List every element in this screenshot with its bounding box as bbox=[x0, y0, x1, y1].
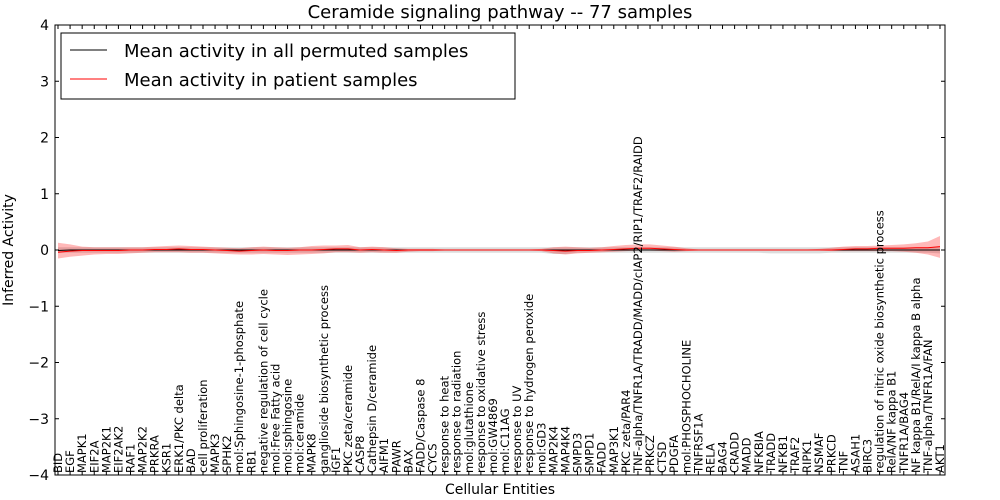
x-tick-label: PKC zeta/ceramide bbox=[341, 365, 355, 473]
x-tick-label: FADD bbox=[595, 442, 609, 473]
x-tick-label: MAP2K1 bbox=[99, 426, 113, 473]
x-tick-label: mol:Free Fatty acid bbox=[268, 364, 282, 473]
x-axis-label: Cellular Entities bbox=[445, 482, 555, 498]
x-tick-label: cell proliferation bbox=[196, 379, 210, 473]
series-band-1 bbox=[58, 235, 940, 259]
x-tick-label: response to oxidative stress bbox=[474, 312, 488, 473]
x-tick-label: NFKBIA bbox=[752, 431, 766, 473]
x-tick-label: mol:C11AG bbox=[498, 408, 512, 473]
x-tick-label: mol:GD3 bbox=[534, 423, 548, 473]
x-tick-label: TNFRSF1A bbox=[691, 414, 705, 474]
x-tick-label: CTSD bbox=[655, 442, 669, 473]
x-tick-label: NF kappa B1/RelA/I kappa B alpha bbox=[909, 277, 923, 473]
x-tick-label: PKC zeta/PAR4 bbox=[619, 390, 633, 473]
x-tick-label: BID bbox=[51, 453, 65, 473]
x-tick-label: MAPK3 bbox=[208, 433, 222, 473]
x-tick-label: TNFR1A/BAG4 bbox=[897, 392, 911, 474]
x-tick-label: MAP2K4 bbox=[546, 426, 560, 473]
x-tick-label: MAP4K4 bbox=[558, 426, 572, 473]
x-tick-label: AKT1 bbox=[933, 444, 947, 473]
legend-label-permuted: Mean activity in all permuted samples bbox=[124, 41, 468, 62]
x-tick-label: TRADD bbox=[764, 433, 778, 474]
x-tick-label: BAD bbox=[184, 448, 198, 473]
legend-box bbox=[60, 32, 516, 100]
x-tick-label: AIFM1 bbox=[377, 438, 391, 473]
x-tick-label: TNF-alpha/TNFR1A/FAN bbox=[921, 340, 935, 474]
x-tick-label: ganglioside biosynthetic process bbox=[317, 285, 331, 473]
x-tick-label: mol:sphingosine bbox=[281, 379, 295, 473]
x-tick-label: TNF-alpha/TNFR1A/TRADD/MADD/cIAP2/RIP1/T… bbox=[631, 136, 645, 474]
y-tick-label: −2 bbox=[28, 356, 49, 372]
x-tick-label: SPHK2 bbox=[220, 435, 234, 473]
x-tick-label: TRAF2 bbox=[788, 437, 802, 474]
x-tick-label: BAG4 bbox=[716, 441, 730, 473]
x-tick-label: MAPK8 bbox=[305, 433, 319, 473]
x-tick-label: PDGFA bbox=[667, 435, 681, 473]
x-tick-label: MAP2K2 bbox=[136, 426, 150, 473]
x-tick-label: ASAH1 bbox=[848, 434, 862, 473]
x-tick-label: KSR1 bbox=[160, 443, 174, 473]
x-tick-label: response to UV bbox=[510, 385, 524, 473]
x-tick-label: BIRC3 bbox=[861, 439, 875, 473]
x-tick-label: IGF1 bbox=[329, 447, 343, 473]
y-tick-label: 3 bbox=[40, 74, 49, 90]
x-tick-label: RB1 bbox=[244, 450, 258, 473]
y-tick-label: −3 bbox=[28, 412, 49, 428]
x-tick-label: PAWR bbox=[389, 440, 403, 473]
y-tick-label: −1 bbox=[28, 299, 49, 315]
x-tick-label: Cathepsin D/ceramide bbox=[365, 345, 379, 473]
legend: Mean activity in all permuted samples Me… bbox=[60, 32, 516, 100]
y-tick-label: 2 bbox=[40, 131, 49, 147]
x-tick-label: mol:GW4869 bbox=[486, 398, 500, 473]
y-axis-label: Inferred Activity bbox=[1, 194, 17, 306]
y-axis: −4 −3 −2 −1 0 1 2 3 4 bbox=[28, 18, 945, 484]
x-tick-label: EGF bbox=[63, 450, 77, 473]
x-tick-label: mol:Sphingosine-1-phosphate bbox=[232, 301, 246, 473]
x-tick-label: negative regulation of cell cycle bbox=[256, 289, 270, 473]
y-tick-label: 4 bbox=[40, 18, 49, 34]
x-tick-label: mol:PHOSPHOCHOLINE bbox=[679, 340, 693, 473]
chart-title: Ceramide signaling pathway -- 77 samples bbox=[308, 2, 693, 23]
x-tick-label: NFKB1 bbox=[776, 435, 790, 473]
x-tick-label: TNF bbox=[836, 451, 850, 474]
x-tick-label: ERK1/PKC delta bbox=[172, 384, 186, 473]
x-tick-label: EIF2A bbox=[87, 440, 101, 473]
x-tick-label: mol:ceramide bbox=[293, 394, 307, 473]
x-tick-label: response to hydrogen peroxide bbox=[522, 294, 536, 473]
y-tick-label: −4 bbox=[28, 468, 49, 484]
x-tick-label: response to heat bbox=[438, 376, 452, 473]
x-tick-label: RIPK1 bbox=[800, 440, 814, 473]
x-tick-label: NSMAF bbox=[812, 433, 826, 473]
x-tick-label: PRKRA bbox=[148, 435, 162, 473]
x-tick-label: MAPK1 bbox=[75, 433, 89, 473]
y-tick-label: 1 bbox=[40, 187, 49, 203]
x-tick-label: mol:glutathione bbox=[462, 382, 476, 473]
x-tick-label: SMPD1 bbox=[583, 433, 597, 473]
series-layer bbox=[57, 246, 941, 253]
x-tick-label: CRADD bbox=[728, 432, 742, 473]
x-axis: BIDEGFMAPK1EIF2AMAP2K1EIF2AK2RAF1MAP2K2P… bbox=[51, 25, 947, 475]
x-tick-label: MAP3K1 bbox=[607, 426, 621, 473]
x-tick-label: RelA/NF kappa B1 bbox=[885, 371, 899, 473]
x-tick-label: PRKCZ bbox=[643, 435, 657, 473]
x-tick-label: SMPD3 bbox=[571, 433, 585, 473]
x-tick-label: CASP8 bbox=[353, 436, 367, 473]
x-tick-label: regulation of nitric oxide biosynthetic … bbox=[873, 210, 887, 473]
x-tick-label: PRKCD bbox=[824, 434, 838, 473]
x-tick-label: BAX bbox=[401, 449, 415, 473]
x-tick-label: CYCS bbox=[426, 443, 440, 473]
x-tick-label: response to radiation bbox=[450, 351, 464, 473]
x-tick-label: MADD bbox=[740, 437, 754, 473]
x-tick-label: EIF2AK2 bbox=[111, 426, 125, 473]
x-tick-label: RELA bbox=[703, 443, 717, 473]
y-tick-label: 0 bbox=[40, 243, 49, 259]
x-tick-label: RAF1 bbox=[123, 444, 137, 473]
x-tick-label: FADD/Caspase 8 bbox=[413, 379, 427, 473]
legend-label-patient: Mean activity in patient samples bbox=[124, 70, 418, 91]
series-line-1 bbox=[57, 246, 941, 253]
